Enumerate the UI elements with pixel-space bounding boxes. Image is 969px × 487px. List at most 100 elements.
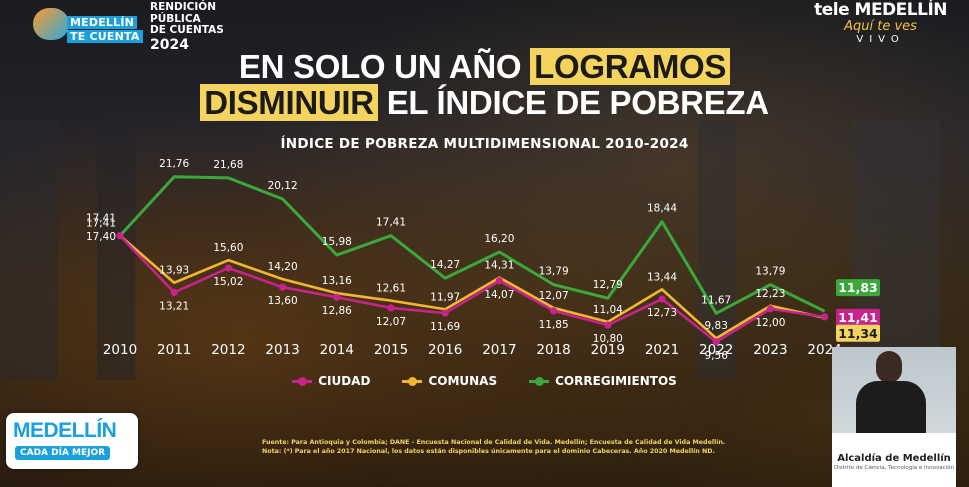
signer-caption: Alcaldía de Medellín: [837, 453, 951, 464]
data-label-comunas: 12,61: [376, 283, 406, 295]
data-label-comunas: 11,04: [593, 304, 623, 316]
data-label-ciudad: 10,80: [593, 333, 623, 345]
legend-label: COMUNAS: [428, 374, 498, 388]
x-tick-label: 2015: [374, 342, 408, 358]
data-point-ciudad: [224, 264, 232, 272]
rendicion-year: 2024: [150, 36, 189, 53]
rendicion-line: RENDICIÓN: [150, 1, 216, 13]
tele-line2: Aquí te ves: [844, 19, 917, 34]
sign-language-interpreter: Alcaldía de Medellín Distrito de Ciencia…: [832, 347, 956, 487]
data-point-ciudad: [333, 293, 341, 301]
data-label-corregimientos: 11,67: [701, 294, 731, 306]
data-label-ciudad: 14,07: [484, 289, 514, 301]
data-label-corregimientos: 20,12: [268, 180, 298, 192]
data-label-comunas: 14,20: [268, 261, 298, 273]
city-background: [0, 120, 969, 380]
data-label-ciudad: 13,60: [268, 295, 298, 307]
interpreter-card: [832, 433, 956, 487]
logo-line1: MEDELLÍN: [67, 16, 138, 29]
headline-plain-1: EN SOLO UN AÑO: [238, 48, 531, 85]
note-line: Nota: (*) Para el año 2017 Nacional, los…: [262, 448, 715, 455]
data-label-ciudad: 11,69: [430, 321, 460, 333]
data-label-comunas: 12,07: [539, 290, 569, 302]
headline-highlight-1: LOGRAMOS: [530, 48, 731, 85]
source-note: Fuente: Para Antioquia y Colombia; DANE …: [262, 438, 782, 456]
data-label-ciudad: 11,85: [539, 319, 569, 331]
data-label-ciudad: 13,21: [159, 300, 189, 312]
x-tick-label: 2019: [591, 342, 625, 358]
series-line-comunas: [119, 234, 825, 340]
interpreter-body: [856, 381, 926, 441]
data-label-corregimientos: 13,79: [755, 266, 785, 278]
x-tick-label: 2023: [753, 342, 787, 358]
data-point-ciudad: [821, 313, 829, 321]
x-tick-label: 2017: [482, 342, 516, 358]
data-point-ciudad: [604, 321, 612, 329]
data-point-ciudad: [116, 232, 124, 240]
speech-bubble-icon: [33, 8, 69, 40]
data-point-ciudad: [766, 305, 775, 313]
headline-highlight-2: DISMINUIR: [200, 84, 378, 121]
data-label-corregimientos: 17,41: [376, 217, 406, 229]
data-label-comunas: 11,97: [430, 291, 460, 303]
headline-line2: DISMINUIR EL ÍNDICE DE POBREZA: [0, 84, 969, 122]
data-label-ciudad: 12,86: [322, 305, 352, 317]
tele-line1: tele MEDELLÍN: [814, 0, 947, 20]
x-tick-label: 2010: [103, 342, 137, 358]
x-tick-label: 2011: [157, 342, 191, 358]
data-label-corregimientos: 14,27: [430, 259, 460, 271]
data-label-comunas: 14,31: [484, 260, 514, 272]
legend-item-corregimientos: CORREGIMIENTOS: [529, 374, 677, 388]
data-label-ciudad: 12,07: [376, 316, 406, 328]
data-label-corregimientos: 15,98: [322, 236, 352, 248]
data-label-ciudad: 9,56: [705, 350, 729, 362]
signer-subcaption: Distrito de Ciencia, Tecnología e Innova…: [834, 465, 954, 471]
data-point-ciudad: [495, 277, 503, 285]
end-value-label-ciudad: 11,41: [838, 310, 878, 325]
headline-plain-2: EL ÍNDICE DE POBREZA: [377, 84, 769, 121]
legend-label: CORREGIMIENTOS: [555, 374, 677, 388]
chart-title: ÍNDICE DE POBREZA MULTIDIMENSIONAL 2010-…: [280, 136, 689, 152]
tele-line3: VIVO: [856, 34, 905, 45]
medellin-cada-dia-mejor-logo: MEDELLÍN CADA DÍA MEJOR: [6, 413, 138, 469]
chart-legend: CIUDAD COMUNAS CORREGIMIENTOS: [0, 374, 969, 388]
data-label-corregimientos: 18,44: [647, 203, 677, 215]
data-label-corregimientos: 16,20: [484, 233, 514, 245]
legend-item-ciudad: CIUDAD: [292, 374, 370, 388]
data-label-ciudad: 17,40: [86, 231, 116, 243]
source-line: Fuente: Para Antioquia y Colombia; DANE …: [262, 439, 726, 446]
data-label-corregimientos: 13,79: [539, 266, 569, 278]
legend-swatch-ciudad: [292, 376, 313, 386]
data-label-comunas: 15,60: [213, 242, 243, 254]
x-tick-label: 2018: [536, 342, 570, 358]
data-point-ciudad: [550, 307, 558, 315]
legend-swatch-corregimientos: [529, 376, 550, 386]
legend-item-comunas: COMUNAS: [402, 374, 497, 388]
data-point-ciudad: [170, 288, 178, 297]
legend-marker-dot: [298, 376, 308, 386]
data-point-ciudad: [712, 338, 720, 346]
end-value-tag-corregimientos: [836, 279, 880, 297]
data-label-comunas: 12,23: [755, 288, 785, 300]
series-line-ciudad: [119, 234, 825, 344]
data-label-corregimientos: 21,68: [213, 159, 243, 171]
data-label-comunas: 17,41: [86, 218, 116, 230]
badge-line2: CADA DÍA MEJOR: [15, 446, 111, 460]
data-label-comunas: 13,16: [322, 275, 352, 287]
data-point-ciudad: [658, 295, 666, 303]
rendicion-label: RENDICIÓN PÚBLICA DE CUENTAS 2024: [150, 1, 224, 53]
legend-swatch-comunas: [402, 376, 423, 386]
rendicion-line: PÚBLICA: [150, 12, 201, 25]
x-tick-label: 2013: [265, 342, 299, 358]
legend-marker-dot: [535, 376, 545, 386]
x-tick-label: 2016: [428, 342, 462, 358]
x-tick-label: 2012: [211, 342, 245, 358]
data-label-comunas: 9,83: [705, 320, 728, 332]
x-tick-label: 2022: [699, 342, 733, 358]
x-tick-label: 2021: [645, 342, 679, 358]
data-point-ciudad: [441, 309, 449, 317]
x-tick-label: 2014: [320, 342, 354, 358]
data-label-corregimientos: 17,41: [86, 213, 116, 225]
